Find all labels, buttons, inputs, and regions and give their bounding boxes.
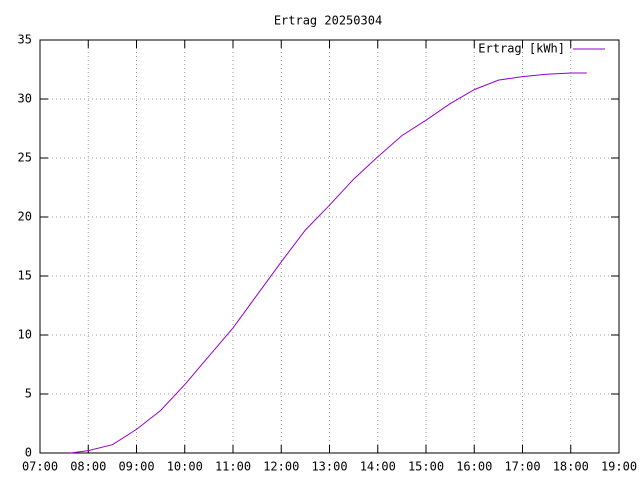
x-tick-label: 15:00 (408, 460, 444, 474)
y-tick-label: 20 (18, 210, 32, 224)
x-tick-label: 17:00 (504, 460, 540, 474)
y-tick-label: 25 (18, 151, 32, 165)
x-tick-label: 11:00 (215, 460, 251, 474)
x-tick-label: 13:00 (311, 460, 347, 474)
y-tick-label: 35 (18, 33, 32, 47)
x-tick-label: 09:00 (118, 460, 154, 474)
y-tick-label: 0 (25, 446, 32, 460)
legend-label: Ertrag [kWh] (478, 42, 565, 56)
x-tick-label: 10:00 (167, 460, 203, 474)
plot-border (39, 39, 620, 454)
y-tick-label: 30 (18, 92, 32, 106)
x-tick-label: 12:00 (263, 460, 299, 474)
y-tick-label: 5 (25, 387, 32, 401)
x-tick-label: 16:00 (456, 460, 492, 474)
x-tick-label: 18:00 (553, 460, 589, 474)
x-tick-label: 08:00 (70, 460, 106, 474)
x-tick-label: 19:00 (601, 460, 637, 474)
data-line (70, 72, 587, 454)
x-tick-label: 14:00 (360, 460, 396, 474)
y-tick-label: 15 (18, 269, 32, 283)
x-tick-label: 07:00 (22, 460, 58, 474)
y-tick-label: 10 (18, 328, 32, 342)
chart-title: Ertrag 20250304 (274, 14, 382, 28)
